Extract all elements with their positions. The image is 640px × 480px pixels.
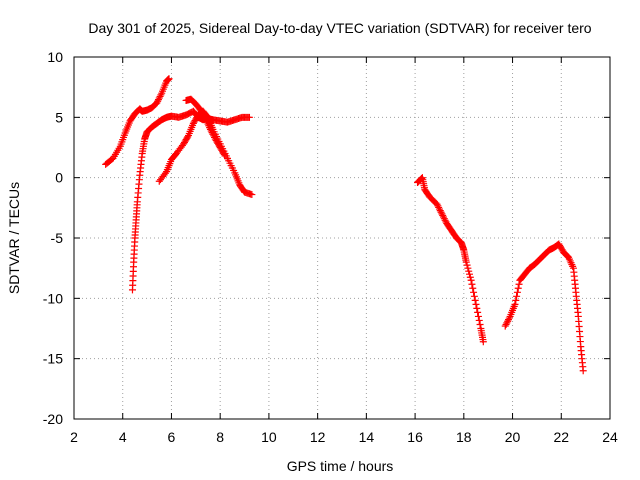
data-point <box>465 267 473 275</box>
data-point <box>513 292 521 300</box>
data-point <box>208 129 216 137</box>
data-point <box>511 300 519 308</box>
grid <box>74 57 610 419</box>
data-point <box>440 215 448 223</box>
x-tick-label: 10 <box>261 429 277 445</box>
x-tick-label: 18 <box>456 429 472 445</box>
data-point <box>474 308 482 316</box>
x-tick-label: 16 <box>407 429 423 445</box>
x-tick-label: 2 <box>70 429 78 445</box>
y-axis-title: SDTVAR / TECUs <box>6 182 22 294</box>
data-point <box>504 316 512 324</box>
x-tick-label: 8 <box>216 429 224 445</box>
y-tick-label: 10 <box>47 49 63 65</box>
y-tick-label: -20 <box>43 411 63 427</box>
data-point <box>210 133 218 141</box>
data-point <box>467 276 475 284</box>
x-tick-label: 12 <box>310 429 326 445</box>
data-point <box>209 130 217 138</box>
data-point <box>466 273 474 281</box>
data-point <box>157 91 165 99</box>
data-point <box>515 280 523 288</box>
data-point <box>435 205 443 213</box>
data-point <box>475 316 483 324</box>
data-marks <box>102 75 587 375</box>
y-tick-label: 0 <box>55 170 63 186</box>
x-tick-label: 14 <box>359 429 375 445</box>
data-point <box>464 264 472 272</box>
series-arc-1 <box>102 75 173 168</box>
data-point <box>503 319 511 327</box>
series-arc-4 <box>182 95 229 160</box>
data-point <box>468 280 476 288</box>
data-point <box>206 125 214 133</box>
data-point <box>221 152 229 160</box>
series-arc-5 <box>414 174 487 346</box>
y-tick-label: 5 <box>55 109 63 125</box>
y-tick-label: -10 <box>43 290 63 306</box>
x-axis-title: GPS time / hours <box>287 458 394 474</box>
y-tick-label: -5 <box>51 230 64 246</box>
x-tick-label: 22 <box>553 429 569 445</box>
data-point <box>514 284 522 292</box>
data-point <box>439 211 447 219</box>
data-point <box>184 133 192 141</box>
data-point <box>471 296 479 304</box>
x-tick-label: 6 <box>168 429 176 445</box>
data-point <box>472 300 480 308</box>
chart-title: Day 301 of 2025, Sidereal Day-to-day VTE… <box>88 20 591 36</box>
data-point <box>436 207 444 215</box>
data-point <box>512 296 520 304</box>
data-point <box>441 216 449 224</box>
data-point <box>463 261 471 269</box>
x-tick-label: 20 <box>505 429 521 445</box>
data-point <box>161 169 169 177</box>
data-point <box>220 151 228 159</box>
data-point <box>438 210 446 218</box>
x-tick-label: 4 <box>119 429 127 445</box>
data-point <box>466 270 474 278</box>
data-point <box>154 96 162 104</box>
y-tick-label: -15 <box>43 351 63 367</box>
data-point <box>470 292 478 300</box>
series-arc-6 <box>501 240 587 375</box>
data-point <box>153 99 161 107</box>
x-tick-label: 24 <box>602 429 618 445</box>
data-point <box>479 338 487 346</box>
data-point <box>504 317 512 325</box>
data-point <box>433 200 441 208</box>
data-point <box>469 284 477 292</box>
data-point <box>248 191 256 199</box>
data-point <box>155 94 163 102</box>
data-point <box>505 314 513 322</box>
data-point <box>474 312 482 320</box>
data-point <box>513 288 521 296</box>
data-point <box>434 202 442 210</box>
data-point <box>210 132 218 140</box>
data-point <box>473 304 481 312</box>
data-point <box>207 127 215 135</box>
data-point <box>502 320 510 328</box>
data-point <box>501 322 509 330</box>
data-point <box>470 288 478 296</box>
data-point <box>201 113 209 121</box>
data-point <box>154 97 162 105</box>
data-point <box>418 174 426 182</box>
data-point <box>462 258 470 266</box>
data-point <box>440 213 448 221</box>
data-point <box>437 208 445 216</box>
data-point <box>156 92 164 100</box>
data-point <box>245 113 253 121</box>
data-point <box>476 320 484 328</box>
data-point <box>579 367 587 375</box>
data-point <box>435 203 443 211</box>
data-point <box>165 75 173 83</box>
